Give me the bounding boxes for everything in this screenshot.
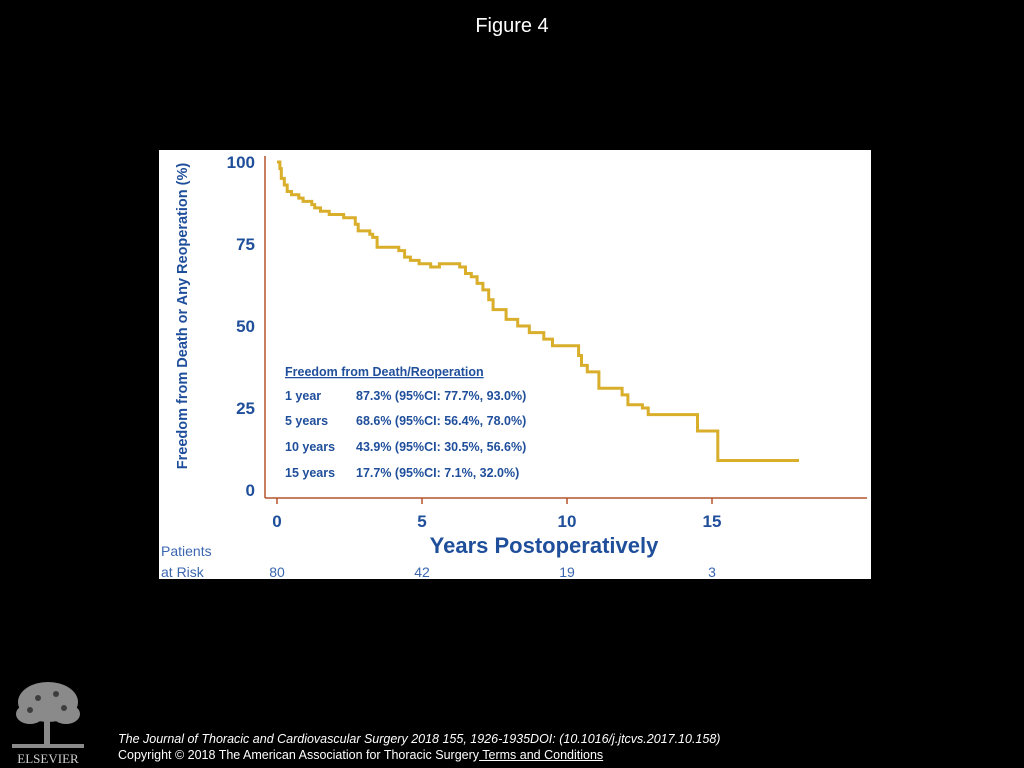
survival-curve [277, 160, 799, 462]
y-tick-label: 100 [227, 153, 255, 172]
estimate-row-2-label: 5 years [285, 414, 328, 428]
estimate-row-2-value: 68.6% (95%CI: 56.4%, 78.0%) [356, 414, 526, 428]
elsevier-logo-text: ELSEVIER [17, 751, 79, 766]
ticks-layer: 0 25 50 75 100 0 5 10 15 [227, 153, 722, 531]
at-risk-label-line1: Patients [161, 543, 212, 559]
y-axis-title: Freedom from Death or Any Reoperation (%… [175, 163, 191, 470]
estimate-row-4-value: 17.7% (95%CI: 7.1%, 32.0%) [356, 466, 519, 480]
at-risk-label-line2: at Risk [161, 564, 205, 579]
estimate-row-1-value: 87.3% (95%CI: 77.7%, 93.0%) [356, 389, 526, 403]
estimate-row-3-label: 10 years [285, 440, 335, 454]
estimate-row-1-label: 1 year [285, 389, 321, 403]
x-tick-label: 15 [703, 512, 722, 531]
at-risk-count: 3 [708, 564, 716, 579]
at-risk-count: 80 [269, 564, 285, 579]
footer: The Journal of Thoracic and Cardiovascul… [118, 731, 720, 763]
citation-text: The Journal of Thoracic and Cardiovascul… [118, 732, 721, 746]
y-tick-label: 50 [236, 317, 255, 336]
copyright-line: Copyright © 2018 The American Associatio… [118, 747, 720, 763]
x-tick-label: 10 [558, 512, 577, 531]
copyright-text: Copyright © 2018 The American Associatio… [118, 748, 480, 762]
x-tick-label: 5 [417, 512, 426, 531]
y-tick-label: 75 [236, 235, 255, 254]
estimates-title: Freedom from Death/Reoperation [285, 365, 484, 379]
y-tick-label: 0 [246, 481, 255, 500]
x-tick-label: 0 [272, 512, 281, 531]
estimates-annotation: Freedom from Death/Reoperation 1 year 87… [285, 365, 526, 480]
figure-panel: Freedom from Death or Any Reoperation (%… [159, 150, 871, 579]
x-axis-title: Years Postoperatively [430, 533, 659, 558]
estimate-row-3-value: 43.9% (95%CI: 30.5%, 56.6%) [356, 440, 526, 454]
at-risk-count: 19 [559, 564, 575, 579]
y-tick-label: 25 [236, 399, 255, 418]
estimate-row-4-label: 15 years [285, 466, 335, 480]
at-risk-counts: 80 42 19 3 [269, 564, 716, 579]
elsevier-logo: ELSEVIER [12, 682, 84, 766]
terms-link[interactable]: Terms and Conditions [479, 748, 604, 762]
slide-title: Figure 4 [475, 15, 549, 37]
km-chart: Freedom from Death or Any Reoperation (%… [161, 153, 867, 579]
at-risk-count: 42 [414, 564, 430, 579]
